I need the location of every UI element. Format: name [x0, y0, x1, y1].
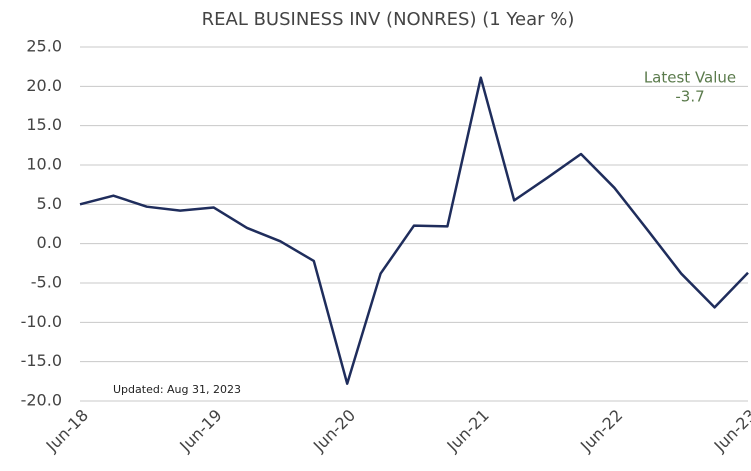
x-tick-label: Jun-18 [42, 406, 92, 456]
x-tick-label: Jun-22 [576, 406, 626, 456]
annotation-label: Latest Value [644, 69, 736, 87]
updated-note: Updated: Aug 31, 2023 [113, 383, 241, 396]
x-tick-label: Jun-23 [710, 406, 751, 456]
y-tick-label: -15.0 [21, 351, 62, 370]
y-tick-label: 5.0 [37, 194, 62, 213]
annotation-value: -3.7 [675, 88, 704, 106]
y-tick-label: 25.0 [26, 37, 62, 56]
x-tick-label: Jun-20 [309, 406, 359, 456]
y-tick-label: -5.0 [31, 273, 62, 292]
y-tick-label: 0.0 [37, 233, 62, 252]
y-tick-label: -10.0 [21, 312, 62, 331]
y-tick-label: 15.0 [26, 115, 62, 134]
y-tick-label: 20.0 [26, 76, 62, 95]
series-line [79, 76, 749, 385]
x-tick-label: Jun-21 [443, 406, 493, 456]
chart-title: REAL BUSINESS INV (NONRES) (1 Year %) [202, 9, 575, 30]
y-tick-label: -20.0 [21, 391, 62, 410]
x-tick-label: Jun-19 [175, 406, 225, 456]
y-tick-label: 10.0 [26, 155, 62, 174]
